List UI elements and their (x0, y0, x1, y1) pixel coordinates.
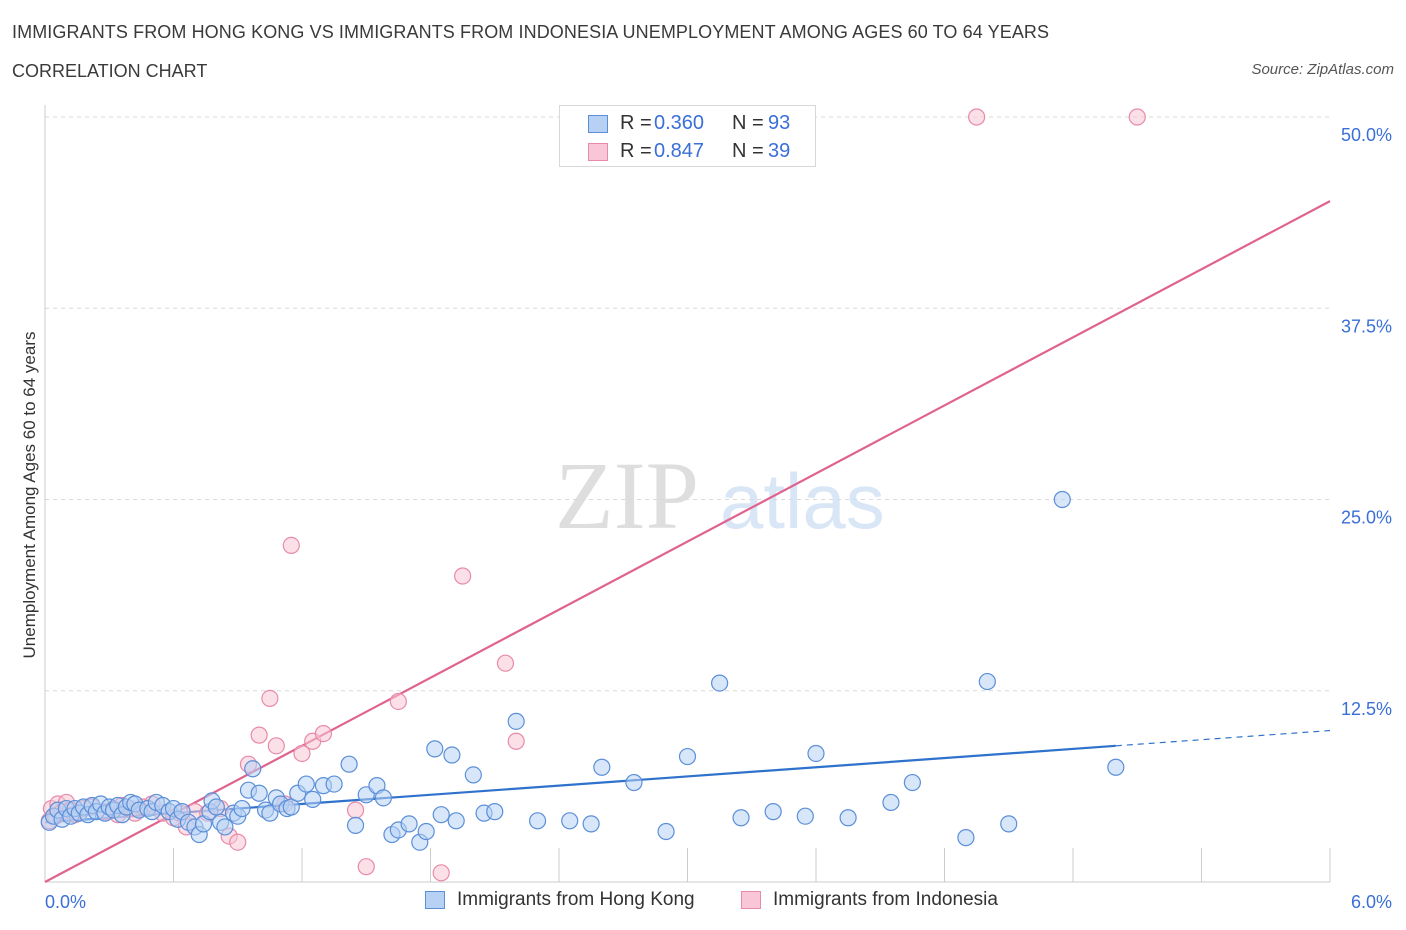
r-label: R = (620, 140, 652, 162)
chart-subtitle: CORRELATION CHART (12, 61, 208, 81)
indonesia-point (346, 801, 365, 819)
hong-kong-point (1053, 490, 1071, 509)
indonesia-point (389, 692, 407, 711)
hong-kong-point (297, 775, 315, 793)
hong-kong-point (593, 758, 611, 776)
r-value: 0.847 (654, 140, 705, 162)
source-credit: Source: ZipAtlas.com (1251, 61, 1394, 78)
hong-kong-point (1000, 815, 1018, 833)
series-name: Immigrants from Indonesia (773, 889, 998, 910)
indonesia-point (314, 724, 333, 743)
r-label: R = (620, 112, 652, 134)
x-tick-label: 6.0% (1351, 892, 1392, 912)
hong-kong-point (325, 775, 343, 793)
indonesia-swatch (588, 143, 608, 161)
x-tick-labels: 0.0% 6.0% (45, 892, 1392, 912)
hong-kong-swatch (588, 115, 608, 133)
y-tick-label: 50.0% (1341, 125, 1392, 145)
indonesia-point (507, 732, 525, 750)
hong-kong-point (282, 798, 300, 816)
hong-kong-swatch (425, 891, 445, 909)
y-tick-labels: 12.5% 25.0% 37.5% 50.0% (1341, 125, 1392, 719)
hong-kong-point (207, 798, 225, 816)
hong-kong-point (582, 815, 600, 833)
hong-kong-point (346, 816, 365, 834)
n-label: N = (732, 112, 764, 134)
hong-kong-point (250, 784, 268, 802)
indonesia-point (454, 567, 472, 585)
hong-kong-point (528, 812, 547, 830)
indonesia-point (250, 726, 268, 744)
hong-kong-point (216, 818, 234, 836)
watermark-atlas: atlas (720, 457, 885, 545)
hong-kong-point (978, 672, 996, 691)
hong-kong-point (657, 822, 675, 841)
hong-kong-point (796, 807, 814, 825)
hong-kong-point (464, 766, 482, 784)
hong-kong-point (903, 773, 921, 792)
hong-kong-point (839, 809, 857, 827)
indonesia-point (1128, 108, 1146, 126)
chart-title: IMMIGRANTS FROM HONG KONG VS IMMIGRANTS … (12, 22, 1050, 42)
hong-kong-point (507, 712, 525, 730)
hong-kong-point (561, 812, 579, 830)
hong-kong-point (882, 793, 900, 812)
hong-kong-trend-extension (1115, 729, 1331, 747)
indonesia-point (229, 833, 247, 851)
y-axis-label: Unemployment Among Ages 60 to 64 years (20, 332, 39, 659)
hong-kong-point (486, 803, 504, 821)
indonesia-trend-line (44, 200, 1331, 883)
n-label: N = (732, 140, 764, 162)
r-value: 0.360 (654, 112, 705, 134)
hong-kong-point (807, 744, 825, 763)
stats-legend: R = 0.360 N = 93 R = 0.847 N = 39 (559, 105, 816, 167)
indonesia-point (968, 108, 986, 126)
hong-kong-point (443, 746, 461, 764)
indonesia-swatch (741, 891, 761, 909)
hong-kong-point (426, 740, 444, 758)
hong-kong-point (374, 789, 392, 807)
hong-kong-point (1107, 758, 1125, 776)
hong-kong-point (625, 773, 643, 792)
indonesia-point (357, 858, 375, 876)
trend-lines (44, 200, 1331, 883)
hong-kong-point (957, 829, 975, 847)
axes (44, 105, 1331, 883)
y-tick-label: 12.5% (1341, 699, 1392, 719)
indonesia-point (496, 654, 515, 672)
x-tick-label: 0.0% (45, 892, 86, 912)
hong-kong-point (432, 806, 450, 824)
y-tick-label: 37.5% (1341, 316, 1392, 336)
hong-kong-point (304, 790, 322, 808)
hong-kong-point (400, 815, 418, 833)
indonesia-point (293, 744, 311, 763)
watermark-zip: ZIP (555, 442, 699, 549)
indonesia-point (267, 737, 285, 755)
indonesia-point (261, 689, 279, 708)
hong-kong-point (764, 803, 782, 821)
hong-kong-point (447, 812, 465, 830)
hong-kong-point (244, 760, 262, 778)
hong-kong-point (711, 674, 729, 692)
series-name: Immigrants from Hong Kong (457, 889, 695, 910)
hong-kong-point (417, 822, 435, 841)
indonesia-point (432, 864, 450, 882)
hong-kong-point (732, 809, 750, 827)
n-value: 93 (768, 112, 791, 134)
n-value: 39 (768, 140, 791, 162)
indonesia-point (282, 536, 300, 555)
hong-kong-point (233, 799, 251, 818)
gridlines (45, 116, 1330, 692)
data-points (40, 108, 1146, 882)
hong-kong-point (678, 747, 697, 766)
y-tick-label: 25.0% (1341, 508, 1392, 528)
hong-kong-point (340, 755, 358, 773)
